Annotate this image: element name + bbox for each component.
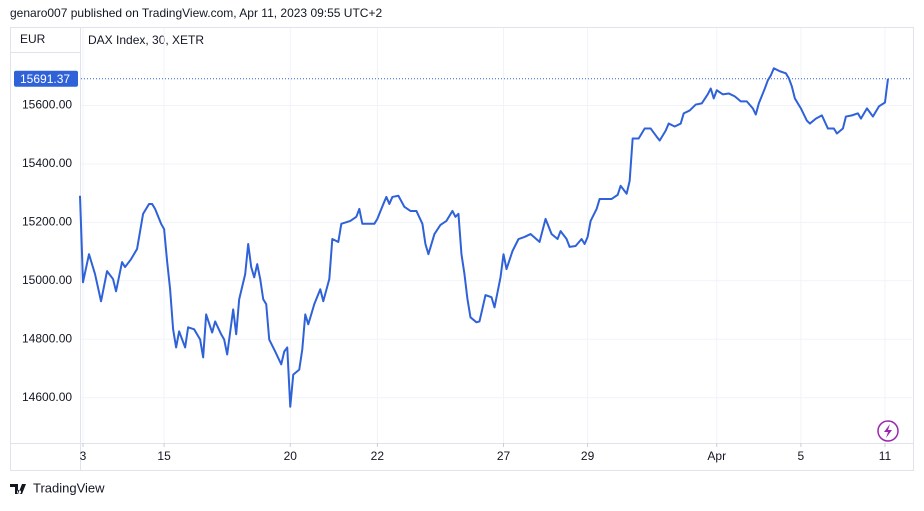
x-tick-label: 22 — [371, 449, 385, 463]
price-line — [79, 67, 889, 408]
x-tick-label: 15 — [157, 449, 171, 463]
chart-title: DAX Index, 30, XETR — [88, 33, 204, 47]
x-tick-label: 27 — [497, 449, 511, 463]
grid — [81, 28, 912, 443]
last-price-label: 15691.37 — [20, 72, 70, 86]
x-tick-label: Apr — [707, 449, 726, 463]
y-tick-label: 14800.00 — [22, 331, 72, 345]
y-tick-label: 14600.00 — [22, 390, 72, 404]
brand-mark — [10, 484, 26, 494]
x-tick-label: 3 — [80, 449, 87, 463]
y-tick-label: 15400.00 — [22, 156, 72, 170]
alert-bolt[interactable] — [884, 424, 892, 438]
alert-icon[interactable] — [877, 420, 899, 442]
x-tick-label: 29 — [581, 449, 595, 463]
x-tick-label: 11 — [879, 449, 892, 463]
currency: EUR — [20, 32, 46, 46]
last-price-box — [14, 70, 78, 87]
plot: 14600.00 14800.00 15000.00 15200.00 15400.00… — [14, 67, 912, 463]
y-tick-label: 15600.00 — [22, 98, 72, 112]
y-tick-label: 15200.00 — [22, 215, 72, 229]
brand-logo: TradingView — [10, 480, 105, 495]
brand-name: TradingView — [33, 480, 105, 495]
y-tick-label: 15000.00 — [22, 273, 72, 287]
x-tick-label: 20 — [284, 449, 298, 463]
byline: genaro007 published on TradingView.com, … — [10, 6, 382, 20]
x-tick-label: 5 — [798, 449, 805, 463]
